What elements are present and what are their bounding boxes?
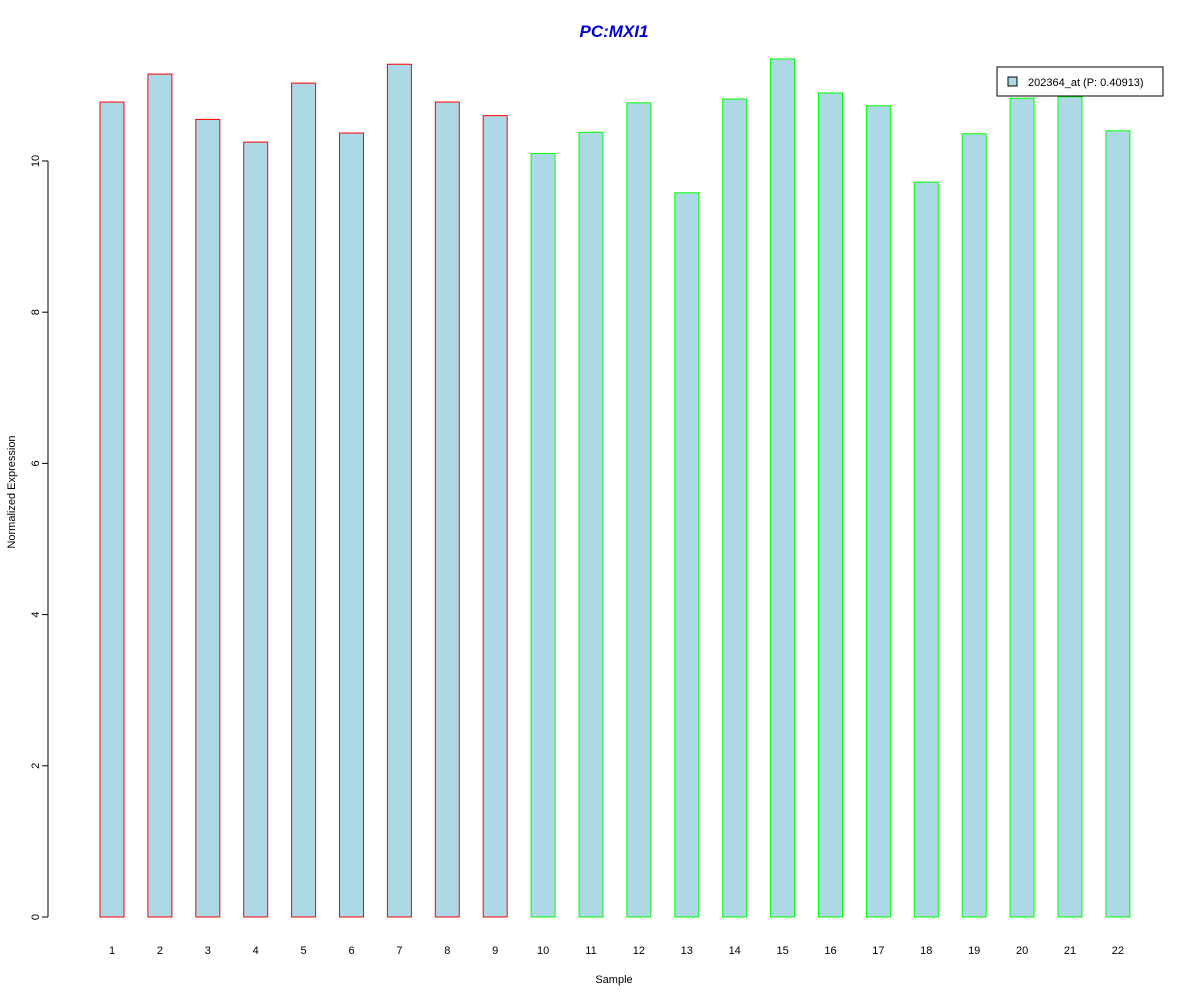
bars bbox=[99, 58, 1131, 918]
x-tick-label: 2 bbox=[157, 945, 163, 957]
x-axis-label: Sample bbox=[595, 974, 632, 986]
bar-sample-6 bbox=[339, 132, 364, 918]
chart-title: PC:MXI1 bbox=[580, 22, 649, 41]
legend-swatch bbox=[1007, 76, 1018, 87]
x-tick-label: 4 bbox=[253, 945, 259, 957]
y-tick-label: 4 bbox=[30, 612, 42, 618]
x-tick-label: 5 bbox=[301, 945, 307, 957]
bar-sample-8 bbox=[434, 101, 460, 918]
bar-sample-2 bbox=[147, 73, 173, 918]
x-tick-label: 11 bbox=[585, 945, 596, 957]
bar-sample-7 bbox=[386, 63, 412, 918]
bar-sample-15 bbox=[770, 58, 796, 918]
x-tick-label: 21 bbox=[1064, 945, 1076, 957]
legend: 202364_at (P: 0.40913) bbox=[996, 66, 1164, 97]
bar-sample-20 bbox=[1009, 97, 1035, 918]
bar-sample-3 bbox=[195, 118, 221, 918]
x-tick-label: 16 bbox=[824, 945, 836, 957]
x-tick-label: 18 bbox=[920, 945, 932, 957]
y-tick-label: 8 bbox=[30, 309, 42, 315]
legend-box bbox=[996, 66, 1164, 97]
y-tick-label: 10 bbox=[30, 155, 42, 167]
x-tick-label: 8 bbox=[444, 945, 450, 957]
bar-sample-9 bbox=[482, 115, 508, 918]
bar-sample-11 bbox=[578, 131, 604, 918]
x-tick-label: 12 bbox=[633, 945, 645, 957]
x-tick-label: 22 bbox=[1112, 945, 1124, 957]
x-tick-label: 9 bbox=[492, 945, 498, 957]
x-tick-label: 10 bbox=[537, 945, 549, 957]
bar-sample-13 bbox=[674, 192, 700, 918]
bar-sample-21 bbox=[1057, 96, 1083, 918]
bar-sample-19 bbox=[961, 133, 987, 918]
x-tick-label: 1 bbox=[109, 945, 115, 957]
x-tick-label: 7 bbox=[396, 945, 402, 957]
x-tick-label: 17 bbox=[872, 945, 884, 957]
y-tick-label: 2 bbox=[30, 763, 42, 769]
y-axis: 0 2 4 6 8 10 bbox=[30, 155, 49, 920]
legend-entry-label: 202364_at (P: 0.40913) bbox=[1028, 77, 1144, 89]
bar-sample-17 bbox=[865, 105, 891, 918]
x-tick-label: 15 bbox=[776, 945, 788, 957]
x-tick-label: 20 bbox=[1016, 945, 1028, 957]
bar-sample-1 bbox=[99, 101, 125, 918]
bar-sample-22 bbox=[1105, 130, 1131, 918]
bar-sample-4 bbox=[243, 141, 269, 918]
bar-sample-12 bbox=[626, 102, 652, 918]
bar-sample-18 bbox=[913, 181, 939, 918]
y-tick-label: 6 bbox=[30, 460, 42, 466]
y-tick-label: 0 bbox=[30, 914, 42, 920]
x-tick-label: 14 bbox=[729, 945, 741, 957]
x-tick-label: 19 bbox=[968, 945, 980, 957]
x-tick-label: 13 bbox=[681, 945, 693, 957]
bar-sample-14 bbox=[722, 98, 748, 918]
x-tick-label: 3 bbox=[205, 945, 211, 957]
x-tick-labels: 1 2 3 4 5 6 7 8 9 10 11 12 13 14 15 16 17 18 19 20 21 22 bbox=[109, 945, 1124, 957]
bar-sample-5 bbox=[291, 82, 317, 918]
bar-sample-16 bbox=[818, 92, 843, 918]
y-axis-label: Normalized Expression bbox=[6, 435, 18, 548]
bar-sample-10 bbox=[530, 152, 556, 918]
x-tick-label: 6 bbox=[348, 945, 354, 957]
